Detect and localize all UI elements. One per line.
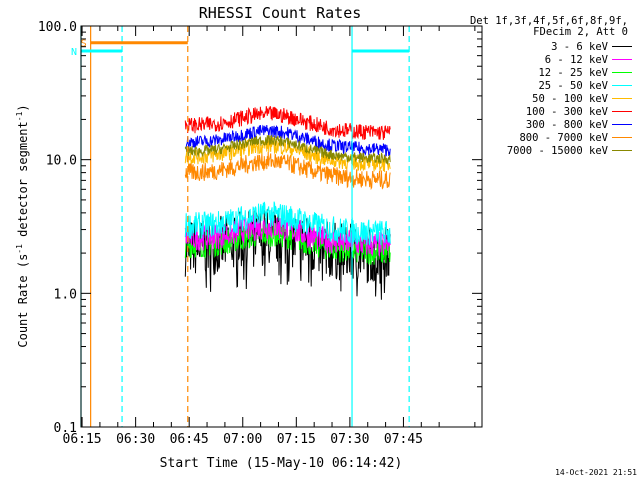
y-tick-label: 1.0 bbox=[54, 287, 77, 302]
y-tick-label: 100.0 bbox=[38, 20, 77, 35]
legend-entry-label: 100 - 300 keV bbox=[526, 106, 609, 118]
legend-entry-label: 800 - 7000 keV bbox=[519, 132, 608, 144]
legend-header-line: Det 1f,3f,4f,5f,6f,8f,9f, bbox=[470, 15, 628, 27]
y-tick-label: 0.1 bbox=[54, 421, 77, 436]
legend-entry-label: 25 - 50 keV bbox=[538, 80, 608, 92]
x-tick-label: 07:00 bbox=[223, 432, 262, 447]
legend-entry-label: 50 - 100 keV bbox=[532, 93, 609, 105]
boundary-lines bbox=[80, 26, 410, 427]
x-tick-label: 06:15 bbox=[63, 432, 102, 447]
legend-entry-label: 3 - 6 keV bbox=[551, 41, 609, 53]
series-line-4 bbox=[184, 201, 391, 246]
y-axis-ticks: 100.0 10.0 1.0 0.1 bbox=[38, 20, 482, 436]
x-tick-label: 07:45 bbox=[384, 432, 423, 447]
x-tick-label: 07:15 bbox=[277, 432, 316, 447]
series-line-6 bbox=[184, 106, 391, 140]
y-axis-label: Count Rate (s-1 detector segment-1) bbox=[15, 104, 30, 347]
data-curves bbox=[184, 106, 391, 300]
x-tick-label: 06:45 bbox=[170, 432, 209, 447]
legend-entry-label: 300 - 800 keV bbox=[526, 119, 609, 131]
y-tick-label: 10.0 bbox=[46, 154, 77, 169]
legend-header-line: FDecim 2, Att 0 bbox=[533, 26, 628, 38]
legend-entry-label: 6 - 12 keV bbox=[545, 54, 609, 66]
x-axis-ticks: 06:15 06:30 06:45 07:00 07:15 07:30 07:45 bbox=[63, 26, 476, 447]
chart-title: RHESSI Count Rates bbox=[199, 4, 362, 22]
series-line-8 bbox=[184, 151, 391, 191]
series-line-7 bbox=[184, 124, 391, 157]
series-line-9 bbox=[184, 134, 391, 165]
legend-entry-label: 12 - 25 keV bbox=[538, 67, 608, 79]
legend: Det 1f,3f,4f,5f,6f,8f,9f,FDecim 2, Att 0… bbox=[470, 15, 632, 157]
x-tick-label: 07:30 bbox=[330, 432, 369, 447]
x-axis-label: Start Time (15-May-10 06:14:42) bbox=[160, 456, 403, 471]
legend-entry-label: 7000 - 15000 keV bbox=[507, 145, 609, 157]
annotation-bars: SN bbox=[71, 39, 410, 58]
x-tick-label: 06:30 bbox=[116, 432, 155, 447]
footer-timestamp: 14-Oct-2021 21:51 bbox=[555, 468, 637, 477]
plot-frame bbox=[80, 25, 483, 428]
annotation-label: S bbox=[81, 39, 87, 50]
annotation-label: N bbox=[71, 47, 77, 58]
